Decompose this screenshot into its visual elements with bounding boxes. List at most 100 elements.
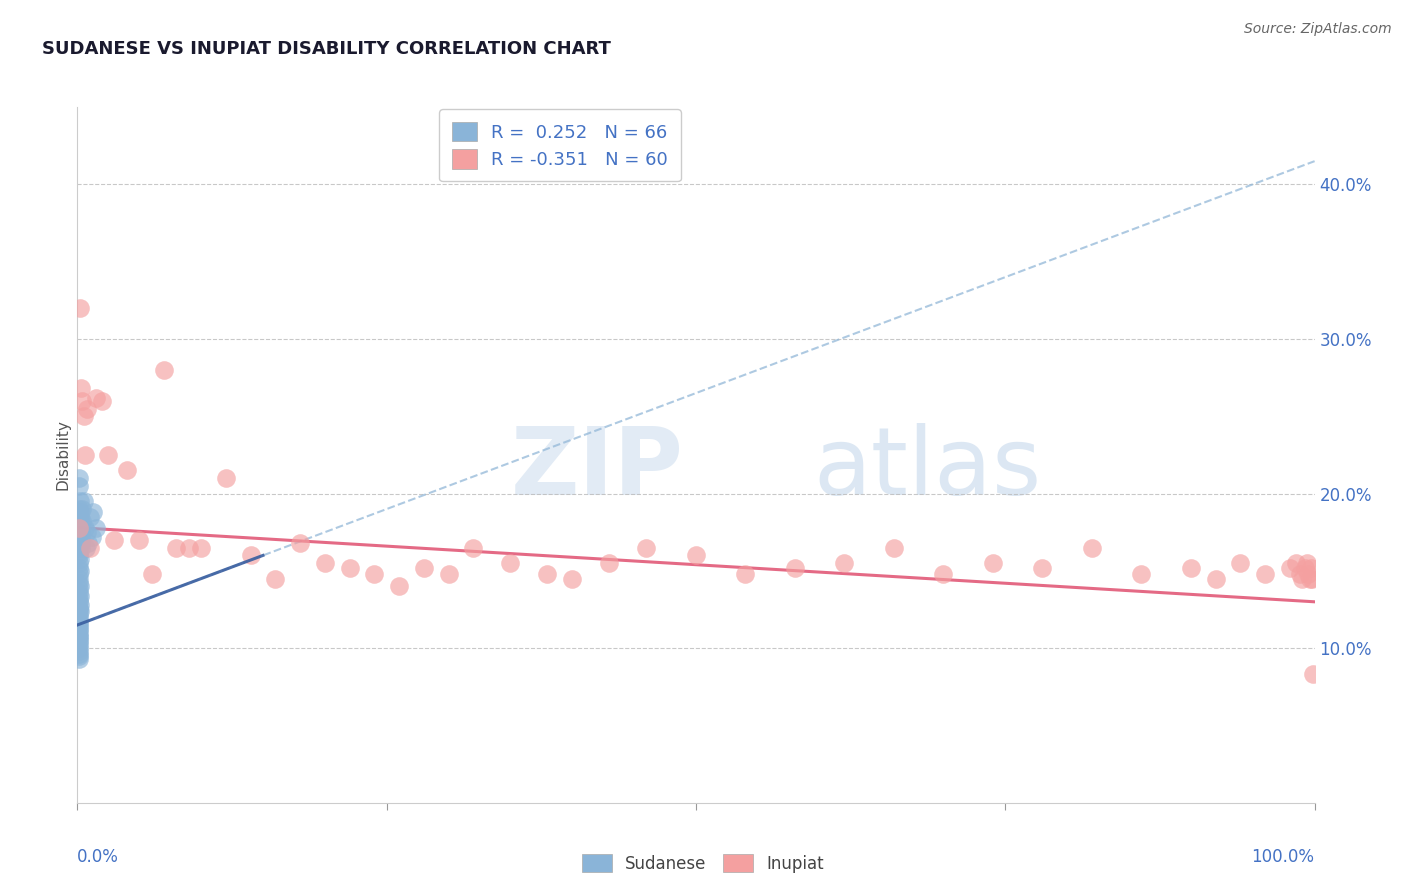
Point <box>314 556 336 570</box>
Point <box>79 509 101 524</box>
Point <box>1180 561 1202 575</box>
Point <box>734 566 756 581</box>
Point <box>70 381 93 395</box>
Point <box>72 515 94 529</box>
Point <box>67 525 90 540</box>
Point <box>67 601 90 615</box>
Point <box>67 613 90 627</box>
Point <box>67 591 90 606</box>
Point <box>67 623 90 637</box>
Point <box>1285 556 1308 570</box>
Point <box>84 391 107 405</box>
Point <box>67 509 90 524</box>
Y-axis label: Disability: Disability <box>55 419 70 491</box>
Point <box>67 556 90 570</box>
Legend: Sudanese, Inupiat: Sudanese, Inupiat <box>575 847 831 880</box>
Point <box>69 551 91 566</box>
Point <box>77 536 100 550</box>
Point <box>67 502 90 516</box>
Point <box>67 520 90 534</box>
Point <box>67 652 90 666</box>
Point <box>1298 572 1320 586</box>
Point <box>67 479 90 493</box>
Point <box>75 541 97 555</box>
Point <box>1302 667 1324 681</box>
Text: Source: ZipAtlas.com: Source: ZipAtlas.com <box>1244 22 1392 37</box>
Point <box>536 566 558 581</box>
Point <box>67 644 90 658</box>
Point <box>239 549 262 563</box>
Point <box>82 505 104 519</box>
Point <box>70 541 93 555</box>
Point <box>67 549 90 563</box>
Point <box>685 549 707 563</box>
Point <box>1031 561 1053 575</box>
Point <box>91 393 114 408</box>
Point <box>73 448 96 462</box>
Point <box>1254 566 1277 581</box>
Point <box>72 409 94 424</box>
Point <box>72 393 94 408</box>
Point <box>153 363 176 377</box>
Point <box>636 541 658 555</box>
Point <box>67 635 90 649</box>
Point <box>412 561 434 575</box>
Text: 100.0%: 100.0% <box>1251 848 1315 866</box>
Point <box>97 448 120 462</box>
Point <box>388 579 411 593</box>
Point <box>141 566 163 581</box>
Point <box>67 618 90 632</box>
Point <box>561 572 583 586</box>
Point <box>67 648 90 662</box>
Point <box>67 610 90 624</box>
Point <box>103 533 125 547</box>
Point <box>463 541 485 555</box>
Point <box>1301 572 1323 586</box>
Point <box>363 566 385 581</box>
Point <box>84 520 107 534</box>
Point <box>834 556 856 570</box>
Point <box>437 566 460 581</box>
Point <box>69 301 91 315</box>
Point <box>69 509 91 524</box>
Point <box>76 525 98 540</box>
Point <box>115 463 138 477</box>
Point <box>1294 561 1316 575</box>
Point <box>67 629 90 643</box>
Point <box>499 556 522 570</box>
Point <box>783 561 806 575</box>
Point <box>67 576 90 591</box>
Point <box>67 602 90 616</box>
Legend: R =  0.252   N = 66, R = -0.351   N = 60: R = 0.252 N = 66, R = -0.351 N = 60 <box>439 109 681 181</box>
Text: SUDANESE VS INUPIAT DISABILITY CORRELATION CHART: SUDANESE VS INUPIAT DISABILITY CORRELATI… <box>42 40 612 58</box>
Point <box>264 572 287 586</box>
Point <box>67 545 90 559</box>
Point <box>177 541 200 555</box>
Point <box>73 520 96 534</box>
Point <box>67 566 90 581</box>
Text: ZIP: ZIP <box>510 423 683 515</box>
Point <box>69 589 91 603</box>
Text: atlas: atlas <box>814 423 1042 515</box>
Point <box>1291 572 1313 586</box>
Point <box>1130 566 1153 581</box>
Point <box>67 561 90 575</box>
Point <box>67 520 90 534</box>
Point <box>69 598 91 612</box>
Point <box>67 607 90 622</box>
Point <box>67 631 90 645</box>
Point <box>67 595 90 609</box>
Point <box>67 638 90 652</box>
Point <box>69 564 91 578</box>
Point <box>932 566 955 581</box>
Point <box>1288 566 1310 581</box>
Point <box>82 530 104 544</box>
Point <box>339 561 361 575</box>
Point <box>79 541 101 555</box>
Point <box>128 533 150 547</box>
Point <box>67 648 90 663</box>
Point <box>1296 556 1319 570</box>
Point <box>69 579 91 593</box>
Point <box>1298 566 1320 581</box>
Point <box>72 494 94 508</box>
